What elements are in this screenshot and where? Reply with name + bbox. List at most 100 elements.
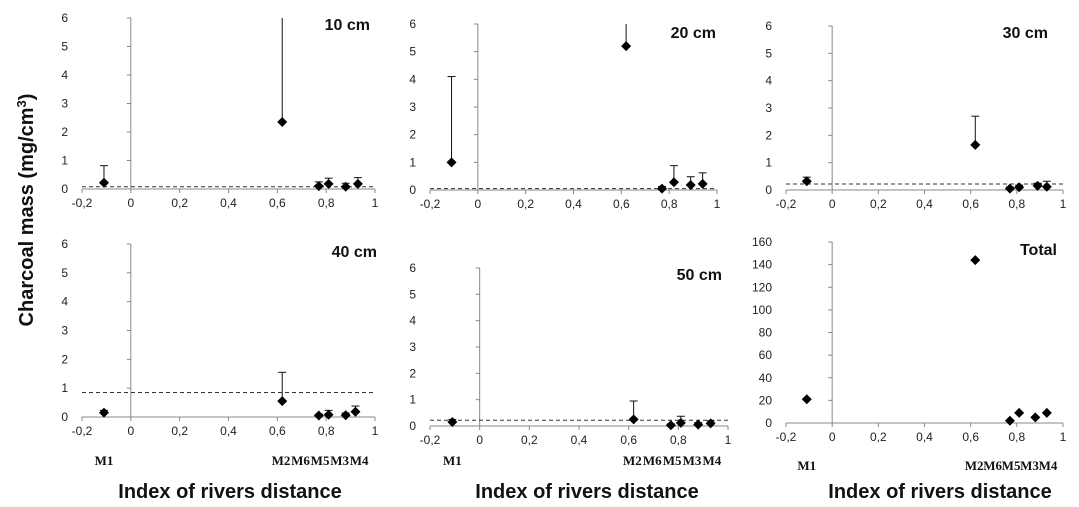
x-tick-label: 0 (476, 433, 483, 447)
y-tick-label: 2 (61, 125, 68, 139)
y-tick-label: 3 (61, 97, 68, 111)
data-point (98, 407, 109, 418)
y-tick-label: 4 (409, 72, 416, 86)
data-point (447, 417, 458, 428)
site-label: M2 (965, 458, 984, 473)
y-tick-label: 2 (409, 128, 416, 142)
panels-group: 0 1 2 3 4 5 6 -0,2 0 0,2 0,4 0,6 0,8 1 10 cm 0 1 2 3 4 5 6 -0,… (61, 11, 1066, 473)
data-point (621, 41, 632, 52)
x-tick-label: 0,4 (916, 197, 933, 211)
panel-2: 0 1 2 3 4 5 6 -0,2 0 0,2 0,4 0,6 0,8 1 20 cm (409, 17, 720, 211)
x-tick-label: 0,8 (670, 433, 687, 447)
data-point (693, 419, 704, 430)
x-axis-title-right: Index of rivers distance (828, 481, 1051, 503)
site-label: M6 (291, 453, 310, 468)
x-axis-title-left: Index of rivers distance (118, 481, 341, 503)
panel-1: 0 1 2 3 4 5 6 -0,2 0 0,2 0,4 0,6 0,8 1 10 cm (61, 11, 378, 210)
y-tick-label: 1 (61, 381, 68, 395)
x-tick-label: 0,6 (269, 196, 286, 210)
x-tick-label: 0 (127, 196, 134, 210)
y-tick-label: 3 (765, 101, 772, 115)
data-point (313, 181, 324, 192)
data-point (98, 177, 109, 188)
data-point (675, 417, 686, 428)
x-tick-label: 1 (725, 433, 732, 447)
x-axis-title-middle: Index of rivers distance (475, 481, 698, 503)
x-tick-label: -0,2 (420, 433, 441, 447)
data-point (340, 410, 351, 421)
x-tick-label: 0,2 (171, 424, 188, 438)
data-point (1014, 407, 1025, 418)
y-tick-label: 0 (409, 419, 416, 433)
data-point (1032, 180, 1043, 191)
data-point (1014, 182, 1025, 193)
x-tick-label: 1 (1060, 197, 1067, 211)
x-tick-label: 0,4 (916, 430, 933, 444)
site-label: M6 (983, 458, 1002, 473)
panel-title: 20 cm (671, 25, 716, 42)
x-tick-label: 0,4 (571, 433, 588, 447)
x-tick-label: 0 (474, 197, 481, 211)
y-tick-label: 160 (752, 235, 772, 249)
y-axis-title: Charcoal mass (mg/cm3) (14, 94, 38, 327)
y-tick-label: 0 (765, 416, 772, 430)
site-label: M2 (272, 453, 291, 468)
site-label: M1 (443, 453, 462, 468)
panel-4: 0 1 2 3 4 5 6 -0,2 0 0,2 0,4 0,6 0,8 1 40 cm M1 M2 M6 M5 M3… (61, 237, 378, 468)
data-point (801, 394, 812, 405)
y-tick-label: 5 (61, 40, 68, 54)
data-point (446, 157, 457, 168)
site-label: M5 (663, 453, 682, 468)
x-tick-label: 0,6 (620, 433, 637, 447)
y-tick-label: 100 (752, 303, 772, 317)
site-label: M6 (643, 453, 662, 468)
y-tick-label: 2 (409, 366, 416, 380)
data-point (1004, 415, 1015, 426)
panel-3: 0 1 2 3 4 5 6 -0,2 0 0,2 0,4 0,6 0,8 1 30 cm (765, 19, 1066, 211)
x-tick-label: 0,6 (962, 197, 979, 211)
data-point (970, 255, 981, 266)
y-tick-label: 0 (409, 183, 416, 197)
x-tick-label: 0,8 (318, 424, 335, 438)
x-tick-label: -0,2 (72, 424, 93, 438)
site-label: M3 (683, 453, 702, 468)
y-tick-label: 2 (765, 128, 772, 142)
panel-title: 10 cm (325, 17, 370, 34)
data-point (1041, 181, 1052, 192)
panel-6: 0 20 40 60 80 100 120 140 160 -0,2 0 0,2 0,4 0,6 0,8 1 T… (752, 235, 1067, 473)
x-tick-label: -0,2 (72, 196, 93, 210)
site-label: M4 (702, 453, 721, 468)
data-point (350, 406, 361, 417)
data-point (277, 396, 288, 407)
y-tick-label: 4 (765, 74, 772, 88)
y-tick-label: 1 (61, 154, 68, 168)
site-label: M3 (330, 453, 349, 468)
data-point (1030, 412, 1041, 423)
site-label: M1 (797, 458, 816, 473)
site-label: M2 (623, 453, 642, 468)
x-tick-label: 0,6 (962, 430, 979, 444)
y-tick-label: 5 (765, 46, 772, 60)
panel-title: 40 cm (332, 244, 377, 261)
data-point (685, 180, 696, 191)
data-point (277, 117, 288, 128)
x-tick-label: 0 (829, 430, 836, 444)
data-point (668, 177, 679, 188)
data-point (656, 183, 667, 194)
data-point (313, 410, 324, 421)
y-tick-label: 120 (752, 280, 772, 294)
panel-title: 30 cm (1003, 25, 1048, 42)
y-tick-label: 6 (61, 11, 68, 25)
data-point (352, 178, 363, 189)
y-tick-label: 1 (765, 156, 772, 170)
data-point (801, 176, 812, 187)
data-point (323, 409, 334, 420)
y-tick-label: 3 (61, 324, 68, 338)
x-tick-label: 0,6 (269, 424, 286, 438)
y-tick-label: 5 (409, 45, 416, 59)
x-tick-label: 0,8 (318, 196, 335, 210)
data-point (1004, 183, 1015, 194)
panel-title: 50 cm (677, 267, 722, 284)
y-tick-label: 2 (61, 352, 68, 366)
